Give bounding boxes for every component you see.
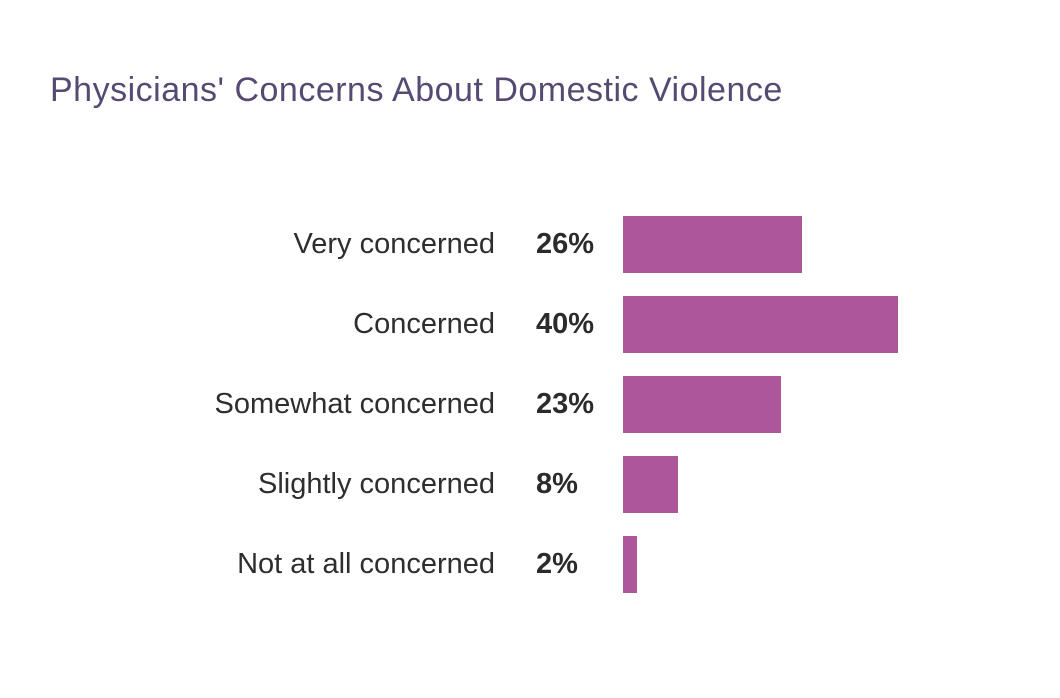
bar-chart: Very concerned 26% Concerned 40% Somewha…: [0, 216, 1060, 616]
chart-row: Slightly concerned 8%: [0, 456, 1060, 513]
bar: [623, 296, 898, 353]
bar-track: [623, 456, 898, 513]
value-label: 40%: [536, 308, 595, 340]
page-title: Physicians' Concerns About Domestic Viol…: [50, 70, 783, 109]
category-label: Not at all concerned: [237, 548, 495, 580]
bar-track: [623, 296, 898, 353]
bar-track: [623, 536, 898, 593]
category-label: Very concerned: [293, 228, 495, 260]
value-label: 8%: [536, 468, 578, 500]
value-label: 26%: [536, 228, 595, 260]
bar: [623, 456, 678, 513]
category-label: Slightly concerned: [258, 468, 495, 500]
chart-row: Not at all concerned 2%: [0, 536, 1060, 593]
chart-row: Very concerned 26%: [0, 216, 1060, 273]
bar: [623, 216, 802, 273]
value-label: 2%: [536, 548, 578, 580]
chart-row: Somewhat concerned 23%: [0, 376, 1060, 433]
chart-row: Concerned 40%: [0, 296, 1060, 353]
category-label: Somewhat concerned: [214, 388, 496, 420]
bar-track: [623, 216, 898, 273]
category-label: Concerned: [353, 308, 495, 340]
bar-track: [623, 376, 898, 433]
value-label: 23%: [536, 388, 595, 420]
bar: [623, 376, 782, 433]
bar: [623, 536, 637, 593]
